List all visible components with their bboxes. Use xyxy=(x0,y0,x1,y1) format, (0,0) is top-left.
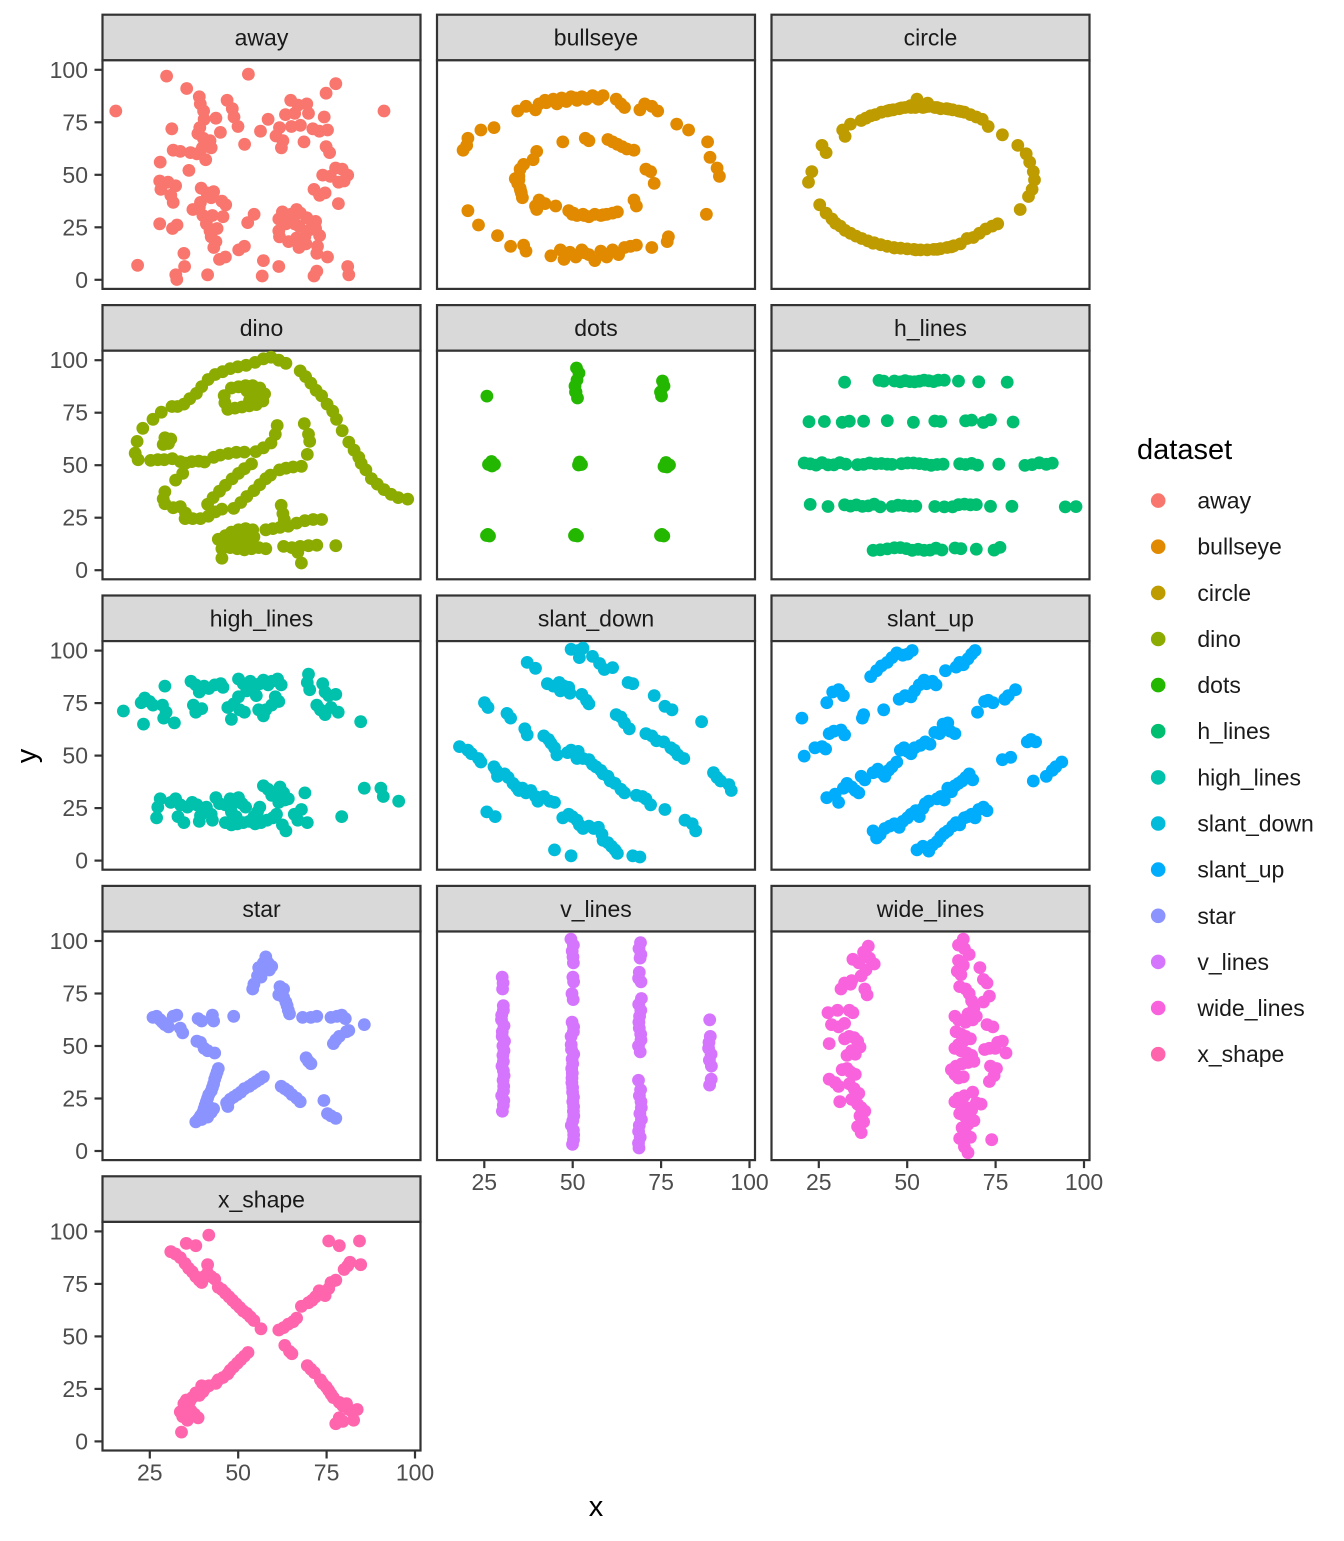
svg-text:50: 50 xyxy=(62,1323,88,1349)
svg-text:100: 100 xyxy=(396,1460,434,1486)
svg-text:away: away xyxy=(1197,488,1251,514)
svg-text:bullseye: bullseye xyxy=(1197,534,1281,560)
svg-text:25: 25 xyxy=(62,1086,88,1112)
svg-text:75: 75 xyxy=(648,1169,674,1195)
svg-text:x: x xyxy=(589,1491,604,1523)
svg-text:25: 25 xyxy=(62,1376,88,1402)
svg-text:75: 75 xyxy=(62,109,88,135)
svg-text:star: star xyxy=(1197,903,1236,929)
svg-text:100: 100 xyxy=(50,1218,88,1244)
svg-text:100: 100 xyxy=(1065,1169,1103,1195)
svg-text:50: 50 xyxy=(62,1033,88,1059)
svg-text:0: 0 xyxy=(75,1428,88,1454)
svg-text:high_lines: high_lines xyxy=(210,606,314,632)
svg-text:100: 100 xyxy=(50,57,88,83)
svg-text:star: star xyxy=(242,896,281,922)
svg-text:25: 25 xyxy=(62,505,88,531)
svg-text:50: 50 xyxy=(62,162,88,188)
svg-text:0: 0 xyxy=(75,267,88,293)
svg-text:75: 75 xyxy=(314,1460,340,1486)
svg-text:100: 100 xyxy=(50,928,88,954)
svg-text:0: 0 xyxy=(75,1138,88,1164)
svg-text:75: 75 xyxy=(62,400,88,426)
svg-text:x_shape: x_shape xyxy=(218,1186,305,1212)
svg-text:50: 50 xyxy=(225,1460,251,1486)
svg-text:v_lines: v_lines xyxy=(560,896,632,922)
svg-text:wide_lines: wide_lines xyxy=(876,896,984,922)
svg-text:100: 100 xyxy=(50,347,88,373)
svg-text:0: 0 xyxy=(75,848,88,874)
svg-text:25: 25 xyxy=(62,214,88,240)
svg-text:75: 75 xyxy=(62,981,88,1007)
svg-text:dots: dots xyxy=(574,315,617,341)
svg-text:25: 25 xyxy=(62,795,88,821)
svg-text:away: away xyxy=(235,25,289,51)
svg-text:dino: dino xyxy=(1197,626,1240,652)
svg-text:v_lines: v_lines xyxy=(1197,949,1269,975)
svg-text:wide_lines: wide_lines xyxy=(1196,995,1304,1021)
svg-text:25: 25 xyxy=(472,1169,498,1195)
svg-text:100: 100 xyxy=(730,1169,768,1195)
svg-text:100: 100 xyxy=(50,638,88,664)
svg-text:50: 50 xyxy=(894,1169,920,1195)
svg-text:x_shape: x_shape xyxy=(1197,1041,1284,1067)
svg-text:circle: circle xyxy=(1197,580,1251,606)
svg-text:50: 50 xyxy=(560,1169,586,1195)
svg-text:y: y xyxy=(11,748,43,763)
svg-text:dots: dots xyxy=(1197,672,1240,698)
svg-text:slant_down: slant_down xyxy=(1197,811,1313,837)
svg-text:dino: dino xyxy=(240,315,283,341)
svg-text:dataset: dataset xyxy=(1137,434,1232,466)
svg-text:75: 75 xyxy=(62,1271,88,1297)
svg-text:h_lines: h_lines xyxy=(894,315,967,341)
svg-text:circle: circle xyxy=(904,25,958,51)
svg-text:25: 25 xyxy=(806,1169,832,1195)
svg-text:50: 50 xyxy=(62,743,88,769)
svg-text:75: 75 xyxy=(62,690,88,716)
svg-text:slant_up: slant_up xyxy=(887,606,974,632)
svg-text:h_lines: h_lines xyxy=(1197,718,1270,744)
svg-text:high_lines: high_lines xyxy=(1197,764,1301,790)
svg-text:50: 50 xyxy=(62,452,88,478)
svg-text:slant_down: slant_down xyxy=(538,606,654,632)
svg-text:0: 0 xyxy=(75,557,88,583)
svg-text:75: 75 xyxy=(983,1169,1009,1195)
svg-text:slant_up: slant_up xyxy=(1197,857,1284,883)
svg-text:bullseye: bullseye xyxy=(554,25,638,51)
svg-text:25: 25 xyxy=(137,1460,163,1486)
